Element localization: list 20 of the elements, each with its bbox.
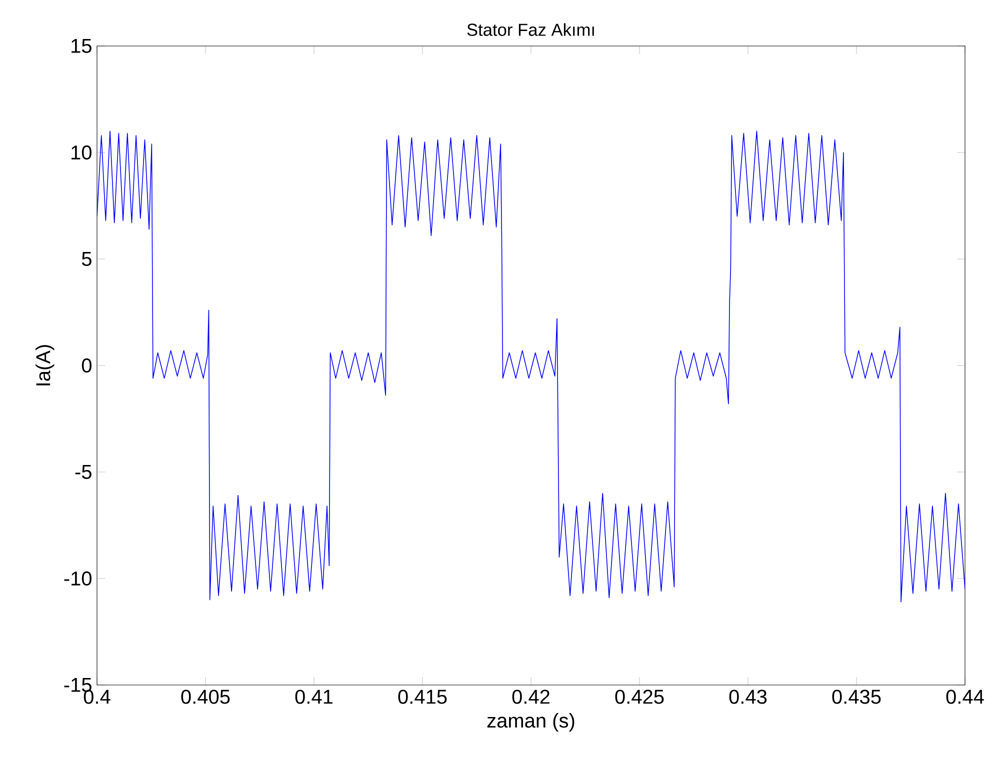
- y-tick-label: -5: [75, 465, 92, 479]
- x-axis-title: zaman (s): [487, 713, 574, 732]
- y-tick-label: -15: [64, 678, 92, 692]
- x-tick-label: 0.42: [512, 690, 550, 704]
- x-tick-label: 0.43: [729, 690, 767, 704]
- x-tick-label: 0.41: [295, 690, 332, 704]
- y-tick-label: 15: [72, 39, 92, 53]
- x-tick-label: 0.44: [946, 690, 984, 704]
- x-tick-label: 0.415: [398, 690, 447, 704]
- y-tick-label: 0: [82, 358, 92, 373]
- y-axis-title: Ia(A): [36, 345, 54, 386]
- x-tick-label: 0.4: [84, 690, 110, 704]
- y-tick-label: -10: [64, 571, 92, 586]
- y-tick-label: 5: [82, 252, 92, 266]
- y-tick-label: 10: [72, 145, 92, 160]
- line-series: [97, 130, 965, 602]
- x-tick-label: 0.425: [615, 690, 664, 704]
- x-tick-label: 0.405: [181, 690, 230, 704]
- x-tick-label: 0.435: [832, 690, 881, 704]
- chart-title: Stator Faz Akımı: [467, 23, 594, 36]
